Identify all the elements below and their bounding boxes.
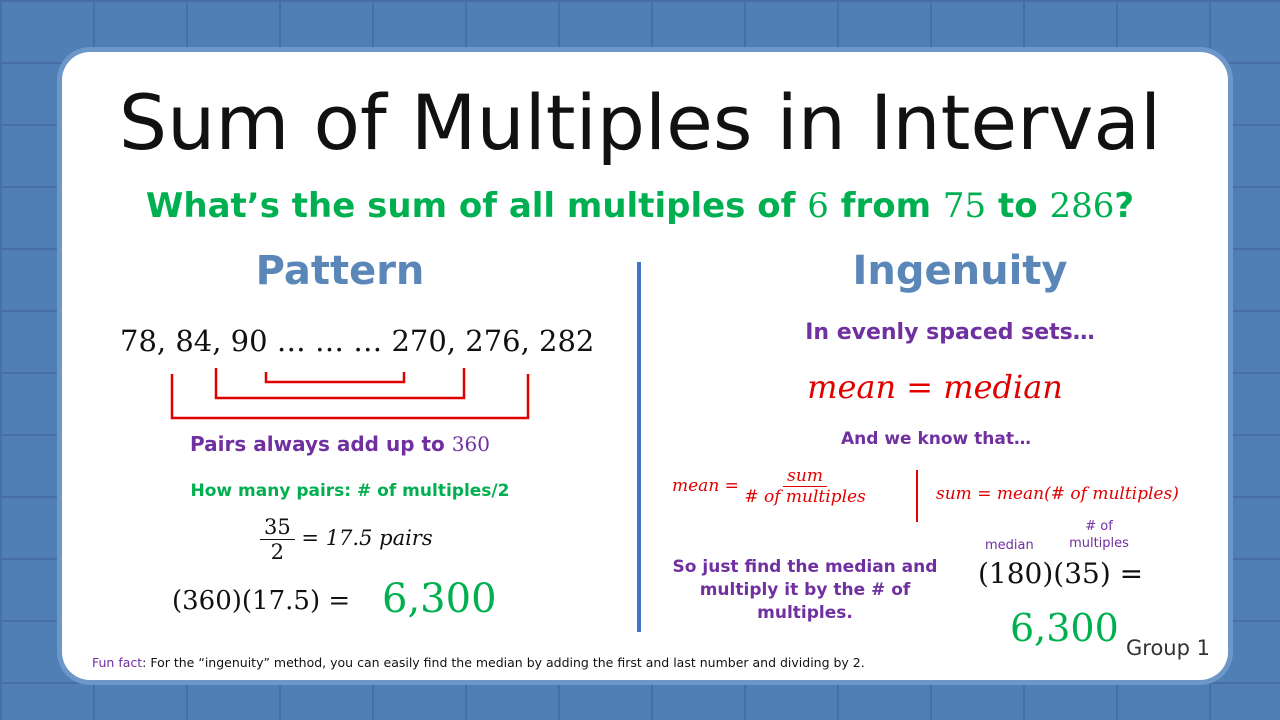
question-number: 286 [1049,186,1115,226]
question: What’s the sum of all multiples of 6 fro… [0,186,1280,226]
left-heading: Pattern [255,248,425,294]
know: And we know that… [840,429,1032,449]
mean-lhs: mean = [672,476,739,496]
group-label: Group 1 [1126,636,1210,660]
mean-formula: mean = sum # of multiples [672,466,866,507]
question-number: 75 [942,186,987,226]
divider [637,262,641,632]
title: Sum of Multiples in Interval [118,78,1162,167]
note-median: median [985,538,1034,553]
note-line: multiples [1069,536,1129,551]
how-many: How many pairs: # of multiples/2 [190,481,510,501]
right-heading: Ingenuity [852,248,1068,294]
fraction-result: = 17.5 pairs [301,526,433,550]
left-answer: 6,300 [382,576,497,622]
equality: mean = median [807,368,1063,406]
numerator: 35 [260,515,295,540]
left-product: (360)(17.5) = [172,586,351,616]
pairs-value: 360 [451,432,490,456]
sum-formula: sum = mean(# of multiples) [936,484,1179,504]
mean-numerator: sum [783,466,827,487]
right-product: (180)(35) = [978,557,1144,590]
sequence: 78, 84, 90 … … … 270, 276, 282 [120,324,595,358]
denominator: 2 [270,540,285,564]
pairs-fraction: 35 2 = 17.5 pairs [260,515,433,564]
right-answer: 6,300 [1010,606,1119,650]
question-text: from [828,186,943,226]
note-line: # of [1085,519,1113,534]
note-count: # of multiples [1064,518,1134,552]
question-text: What’s the sum of all multiples of [145,186,808,226]
question-number: 6 [807,186,829,226]
pairs-text: Pairs always add up to [190,432,452,456]
formula-separator [916,470,918,522]
footer-label: Fun fact [92,655,143,670]
footer-text: : For the “ingenuity” method, you can ea… [142,655,865,670]
slide [62,52,1228,680]
pairs-line: Pairs always add up to 360 [130,432,550,456]
mean-denominator: # of multiples [744,487,866,507]
pair-brackets [170,368,530,420]
subheading: In evenly spaced sets… [805,320,1095,345]
question-text: ? [1114,186,1135,226]
question-text: to [986,186,1050,226]
instruction: So just find the median and multiply it … [672,557,938,623]
footer: Fun fact: For the “ingenuity” method, yo… [92,655,865,670]
